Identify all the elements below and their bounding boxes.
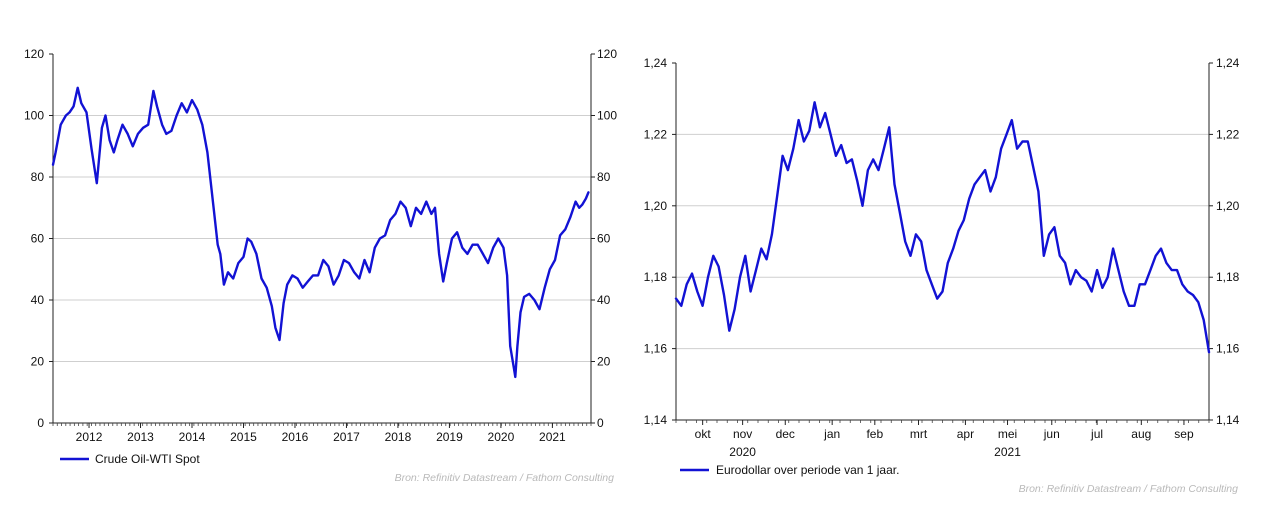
y-tick-label-right: 80 <box>597 170 611 184</box>
x-tick-label: dec <box>776 427 795 441</box>
x-tick-label: sep <box>1174 427 1194 441</box>
y-tick-label-right: 120 <box>597 47 617 61</box>
legend-label: Eurodollar over periode van 1 jaar. <box>716 463 899 477</box>
legend-label: Crude Oil-WTI Spot <box>95 452 200 466</box>
x-tick-label: okt <box>695 427 712 441</box>
x-tick-label: 2012 <box>76 430 103 444</box>
y-tick-label-left: 60 <box>31 232 45 246</box>
y-tick-label-left: 1,14 <box>644 413 668 427</box>
x-tick-label: 2016 <box>282 430 309 444</box>
y-tick-label-left: 1,16 <box>644 342 668 356</box>
x-tick-label: apr <box>957 427 974 441</box>
series-line <box>674 101 1211 354</box>
y-tick-label-right: 20 <box>597 355 611 369</box>
y-tick-label-left: 1,20 <box>644 199 668 213</box>
x-tick-label: jan <box>823 427 840 441</box>
x-tick-label: feb <box>866 427 883 441</box>
y-tick-label-right: 1,20 <box>1216 199 1240 213</box>
y-tick-label-left: 1,24 <box>644 56 668 70</box>
x-tick-label: 2015 <box>230 430 257 444</box>
y-tick-label-right: 40 <box>597 293 611 307</box>
y-tick-label-left: 1,18 <box>644 270 668 284</box>
source-note: Bron: Refinitiv Datastream / Fathom Cons… <box>1019 483 1239 495</box>
y-tick-label-left: 40 <box>31 293 45 307</box>
x-tick-label: 2014 <box>179 430 206 444</box>
chart-2: 1,14 1,14 1,16 1,16 1,18 1,18 1,20 1,20 1,22 1,22… <box>644 56 1240 495</box>
x-tick-label: 2021 <box>539 430 566 444</box>
y-tick-label-left: 0 <box>37 416 44 430</box>
x-tick-label: 2020 <box>488 430 515 444</box>
y-tick-label-left: 120 <box>24 47 44 61</box>
x-year-label: 2020 <box>729 445 756 459</box>
y-tick-label-left: 100 <box>24 109 44 123</box>
y-tick-label-right: 1,24 <box>1216 56 1240 70</box>
x-tick-label: 2019 <box>436 430 463 444</box>
x-tick-label: 2017 <box>333 430 360 444</box>
y-tick-label-right: 1,16 <box>1216 342 1240 356</box>
y-tick-label-right: 100 <box>597 109 617 123</box>
x-tick-label: mrt <box>910 427 928 441</box>
y-tick-label-right: 1,22 <box>1216 127 1240 141</box>
x-tick-label: aug <box>1131 427 1151 441</box>
source-note: Bron: Refinitiv Datastream / Fathom Cons… <box>395 472 615 484</box>
x-tick-label: 2013 <box>127 430 154 444</box>
y-tick-label-right: 1,14 <box>1216 413 1240 427</box>
x-tick-label: nov <box>733 427 752 441</box>
x-tick-label: 2018 <box>385 430 412 444</box>
y-tick-label-left: 80 <box>31 170 45 184</box>
x-tick-label: mei <box>998 427 1017 441</box>
y-tick-label-right: 60 <box>597 232 611 246</box>
y-tick-label-right: 0 <box>597 416 604 430</box>
y-tick-label-left: 1,22 <box>644 127 668 141</box>
x-year-label: 2021 <box>994 445 1021 459</box>
x-tick-label: jun <box>1043 427 1060 441</box>
series-line <box>51 86 590 379</box>
y-tick-label-left: 20 <box>31 355 45 369</box>
y-tick-label-right: 1,18 <box>1216 270 1240 284</box>
x-tick-label: jul <box>1090 427 1103 441</box>
